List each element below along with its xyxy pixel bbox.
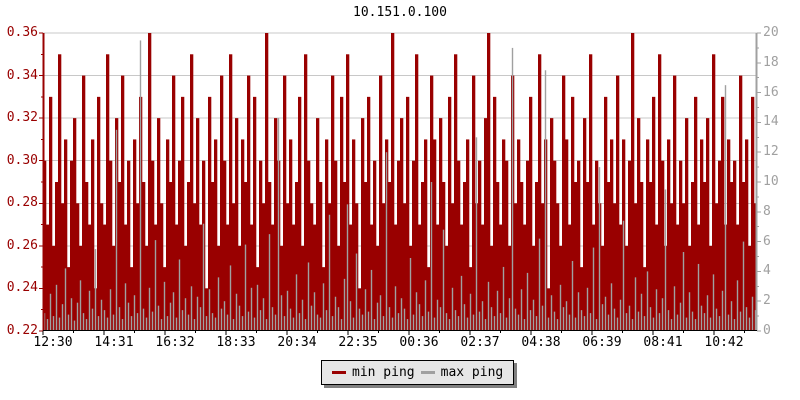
legend: min ping max ping	[321, 360, 515, 385]
x-axis-tick-label: 00:36	[399, 335, 439, 350]
left-axis-tick-label: 0.36	[6, 25, 38, 40]
x-axis-tick-label: 02:37	[460, 335, 500, 350]
x-axis-tick-label: 18:33	[216, 335, 256, 350]
right-axis-tick-label: 14	[763, 114, 779, 130]
max-ping-swatch	[420, 371, 435, 374]
left-axis-tick-label: 0.30	[6, 152, 38, 168]
right-axis-tick-label: 8	[763, 203, 771, 219]
right-axis-tick-label: 20	[763, 25, 779, 40]
min-ping-label: min ping	[352, 365, 415, 380]
right-axis-tick-label: 18	[763, 54, 779, 70]
max-ping-label: max ping	[440, 365, 504, 380]
right-axis-tick-label: 2	[763, 293, 771, 309]
right-axis-tick-label: 0	[763, 323, 771, 338]
right-axis-tick-label: 10	[763, 174, 779, 189]
left-axis-tick-label: 0.26	[6, 237, 38, 253]
x-axis-tick-label: 10:42	[704, 335, 744, 350]
right-axis-tick-label: 6	[763, 233, 771, 249]
x-axis-tick-label: 04:38	[521, 335, 561, 350]
left-axis-tick-label: 0.28	[6, 195, 38, 211]
x-axis-tick-label: 14:31	[94, 335, 134, 350]
graph-title: 10.151.0.100	[353, 5, 447, 20]
x-axis-tick-label: 22:35	[338, 335, 378, 350]
chart-canvas	[39, 32, 761, 335]
left-axis-tick-label: 0.22	[6, 323, 38, 338]
right-axis-tick-label: 16	[763, 84, 779, 100]
left-axis-tick-label: 0.34	[6, 67, 38, 83]
x-axis-tick-label: 06:39	[582, 335, 622, 350]
x-axis-tick-label: 08:41	[643, 335, 683, 350]
x-axis-tick-label: 16:32	[155, 335, 195, 350]
left-axis-tick-label: 0.24	[6, 280, 38, 296]
right-axis-tick-label: 4	[763, 263, 771, 279]
x-axis-tick-label: 20:34	[277, 335, 317, 350]
min-ping-swatch	[332, 371, 346, 374]
x-axis-tick-label: 12:30	[33, 335, 73, 350]
left-axis-tick-label: 0.32	[6, 110, 38, 126]
right-axis-tick-label: 12	[763, 144, 779, 160]
